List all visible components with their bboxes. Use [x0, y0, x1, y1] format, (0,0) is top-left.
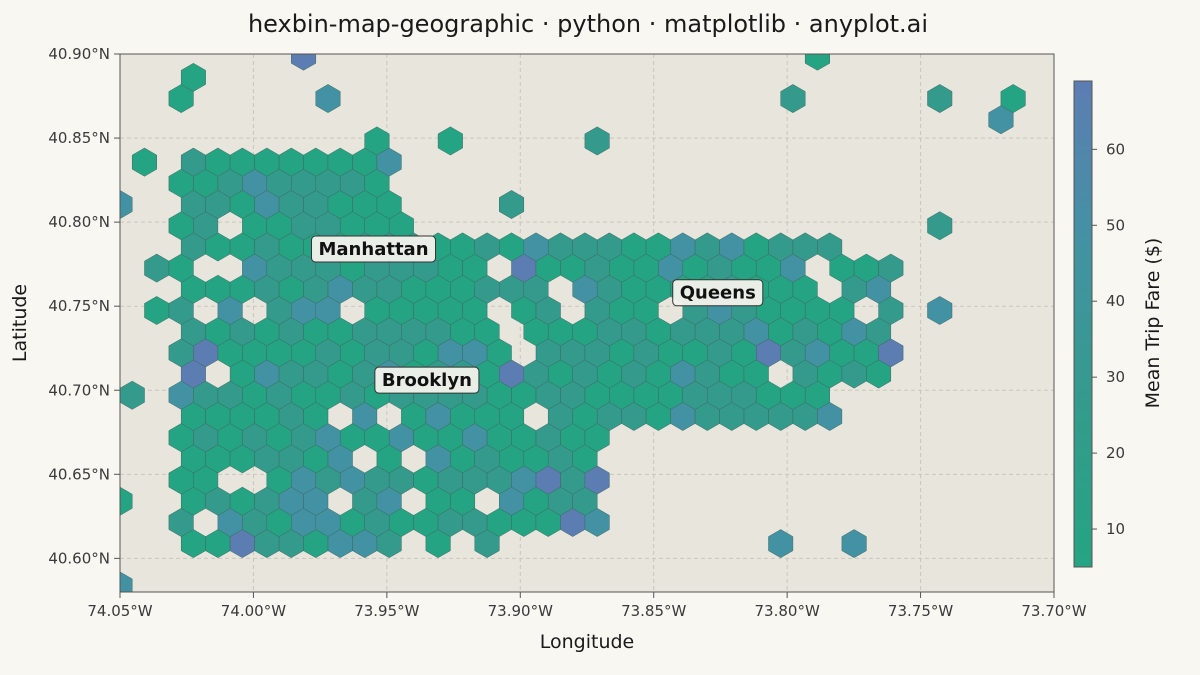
plot-frame: [119, 53, 1055, 593]
hexbin-cell: [817, 232, 843, 262]
hexbin-cell: [180, 63, 206, 92]
annotation-box: [672, 279, 764, 307]
annotation-manhattan: Manhattan: [311, 235, 437, 263]
hexbin-cell: [120, 486, 133, 516]
colorbar-label: Mean Trip Fare ($): [1142, 238, 1164, 409]
colorbar-gradient: [1073, 80, 1093, 568]
annotation-queens: Queens: [672, 279, 764, 307]
x-tick-label: 74.00°W: [221, 602, 286, 620]
x-tick-label: 73.90°W: [488, 602, 553, 620]
annotation-brooklyn: Brooklyn: [374, 366, 480, 394]
colorbar-tick-label: 40: [1106, 292, 1125, 310]
x-tick-label: 73.80°W: [755, 602, 820, 620]
hexbin-cell: [499, 190, 525, 219]
chart-title: hexbin-map-geographic · python · matplot…: [248, 10, 928, 38]
hexbin-cell: [878, 253, 904, 283]
annotation-box: [311, 235, 437, 263]
hexbin-cell: [584, 126, 610, 156]
y-tick-label: 40.80°N: [48, 213, 110, 231]
colorbar-tick-label: 60: [1106, 140, 1125, 158]
hexbin-cell: [927, 211, 953, 241]
y-tick-label: 40.85°N: [48, 129, 110, 147]
y-tick-label: 40.70°N: [48, 381, 110, 399]
y-axis-label: Latitude: [9, 284, 31, 362]
y-tick-label: 40.65°N: [48, 465, 110, 483]
y-tick-label: 40.75°N: [48, 297, 110, 315]
hexbin-cell: [841, 529, 867, 558]
hexbin-cell: [131, 147, 157, 177]
colorbar: 10 20 30 40 50 60: [1073, 80, 1125, 568]
annotation-label: Brooklyn: [382, 370, 472, 391]
hexbin-cell: [120, 380, 145, 410]
hexbin-cell: [364, 126, 390, 156]
x-axis-label: Longitude: [540, 631, 635, 653]
hexbin-cell: [120, 190, 133, 219]
hexbin-cell: [804, 54, 830, 71]
hexbin-cell: [437, 126, 463, 156]
hexbin-cell: [927, 296, 953, 325]
annotation-label: Queens: [680, 283, 756, 304]
hexbin-cell: [768, 529, 794, 558]
annotation-label: Manhattan: [319, 239, 429, 260]
y-tick-label: 40.60°N: [48, 549, 110, 567]
y-tick-label: 40.90°N: [48, 45, 110, 63]
annotation-box: [374, 366, 480, 394]
x-tick-label: 73.75°W: [888, 602, 953, 620]
x-tick-label: 73.95°W: [354, 602, 419, 620]
colorbar-tick-label: 10: [1106, 520, 1125, 538]
hexbin-layer: [120, 54, 1026, 592]
x-tick-label: 74.05°W: [87, 602, 152, 620]
colorbar-tick-label: 20: [1106, 444, 1125, 462]
x-tick-label: 73.70°W: [1021, 602, 1086, 620]
x-tick-label: 73.85°W: [621, 602, 686, 620]
hexbin-cell: [780, 84, 806, 113]
colorbar-tick-label: 50: [1106, 216, 1125, 234]
hexbin-cell: [291, 54, 317, 71]
colorbar-tick-label: 30: [1106, 368, 1125, 386]
hexbin-cell: [120, 571, 133, 592]
hexbin-cell: [927, 84, 953, 113]
hexbin-cell: [315, 84, 341, 113]
plot-area: 74.05°W 74.00°W 73.95°W 73.90°W 73.85°W 73.80…: [48, 45, 1086, 620]
hexbin-cell: [1000, 84, 1026, 113]
